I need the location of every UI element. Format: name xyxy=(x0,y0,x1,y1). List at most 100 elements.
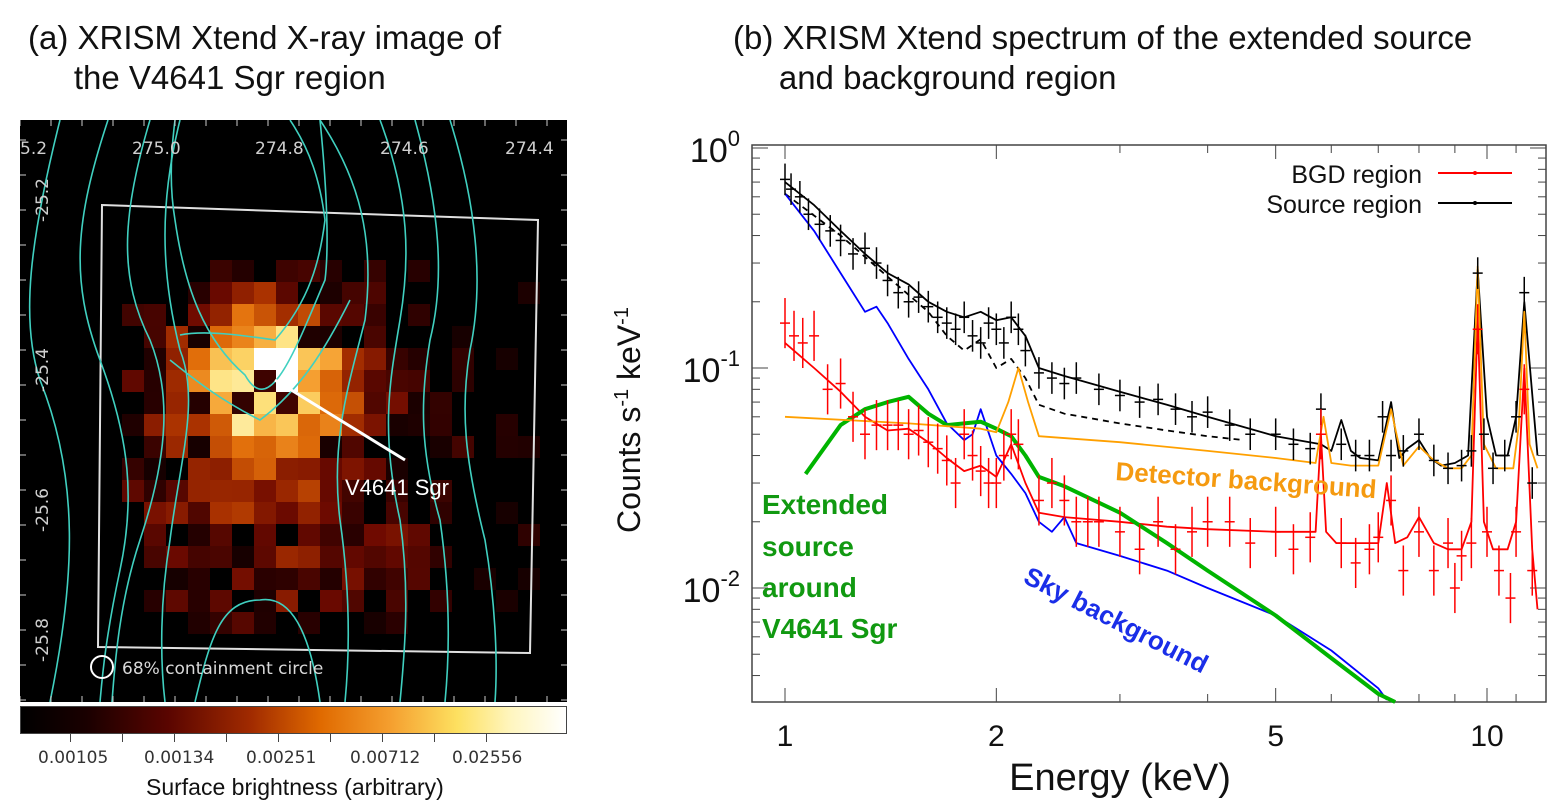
data-points-layer xyxy=(780,163,1538,624)
xray-image-panel: V4641 Sgr 68% containment circle 5.2 275.… xyxy=(20,120,567,702)
image-pixel xyxy=(276,260,298,282)
image-pixel xyxy=(232,568,254,590)
source-data-point xyxy=(1046,362,1057,394)
ra-tick-label: 274.6 xyxy=(380,139,429,159)
image-pixel xyxy=(122,414,144,436)
colorbar-tick xyxy=(278,734,279,742)
source-data-point xyxy=(1114,379,1125,412)
x-axis-label: Energy (keV) xyxy=(1009,757,1231,799)
source-data-point xyxy=(991,313,1002,346)
image-pixel xyxy=(144,546,166,568)
contour-line xyxy=(194,598,321,702)
ra-tick-label: 275.0 xyxy=(132,139,181,159)
image-pixel xyxy=(210,414,232,436)
image-pixel xyxy=(188,436,210,458)
image-pixel xyxy=(364,260,386,282)
image-pixel xyxy=(276,348,298,370)
image-pixel xyxy=(232,436,254,458)
bgd-data-point xyxy=(998,430,1009,481)
image-pixel xyxy=(276,546,298,568)
image-pixel xyxy=(232,304,254,326)
image-pixel xyxy=(342,348,364,370)
bgd-data-point xyxy=(809,310,820,361)
image-pixel xyxy=(298,304,320,326)
image-pixel xyxy=(210,590,232,612)
bgd-data-point xyxy=(1046,457,1057,509)
image-pixel xyxy=(254,568,276,590)
image-pixel xyxy=(276,436,298,458)
image-pixel xyxy=(342,458,364,480)
bgd-data-point xyxy=(975,446,986,497)
image-pixel xyxy=(276,282,298,304)
image-pixel xyxy=(254,458,276,480)
image-pixel xyxy=(144,304,166,326)
source-data-point xyxy=(803,198,814,231)
image-pixel xyxy=(320,392,342,414)
source-data-point xyxy=(786,173,797,205)
image-pixel xyxy=(188,568,210,590)
image-pixel xyxy=(364,568,386,590)
source-data-point xyxy=(1170,393,1181,425)
bgd-data-point xyxy=(797,317,808,368)
image-pixel xyxy=(144,524,166,546)
image-pixel xyxy=(254,414,276,436)
image-pixel xyxy=(276,590,298,612)
image-pixel xyxy=(342,436,364,458)
bgd-data-point xyxy=(903,409,914,460)
image-pixel xyxy=(232,458,254,480)
image-pixel xyxy=(386,590,408,612)
image-pixel xyxy=(342,546,364,568)
ra-tick-label: 274.8 xyxy=(255,139,304,159)
source-data-point xyxy=(1187,400,1198,433)
source-data-point xyxy=(1224,409,1235,441)
plot-frame xyxy=(751,144,1547,703)
image-pixel xyxy=(210,524,232,546)
image-pixel xyxy=(144,590,166,612)
image-pixel xyxy=(452,436,474,458)
colorbar-tick xyxy=(434,734,435,742)
bgd-data-point xyxy=(822,364,833,415)
source-data-point xyxy=(1478,418,1489,451)
bgd-data-point xyxy=(1013,419,1024,470)
source-data-point xyxy=(1386,439,1397,472)
image-pixel xyxy=(386,480,408,502)
source-data-point xyxy=(1093,373,1104,406)
source-data-point xyxy=(893,276,904,309)
bgd-data-point xyxy=(1153,496,1164,547)
source-data-point xyxy=(1305,432,1316,465)
image-pixel xyxy=(408,370,430,392)
image-pixel xyxy=(210,260,232,282)
image-pixel xyxy=(298,546,320,568)
bgd-data-point xyxy=(959,409,970,460)
image-pixel xyxy=(276,370,298,392)
image-pixel xyxy=(342,502,364,524)
source-data-point xyxy=(1270,418,1281,451)
image-pixel xyxy=(122,370,144,392)
image-pixel xyxy=(166,568,188,590)
contour-line xyxy=(319,120,369,702)
contour-line xyxy=(449,120,497,702)
source-data-point xyxy=(825,215,836,247)
panel-a-title: (a) XRISM Xtend X-ray image of the V4641… xyxy=(28,19,502,96)
source-data-point xyxy=(932,301,943,334)
image-pixel xyxy=(210,436,232,458)
image-pixel xyxy=(364,392,386,414)
image-pixel xyxy=(386,524,408,546)
image-pixel xyxy=(232,414,254,436)
image-pixel xyxy=(232,282,254,304)
image-pixel xyxy=(232,502,254,524)
source-data-point xyxy=(848,238,859,270)
image-pixel xyxy=(452,370,474,392)
image-pixel xyxy=(232,370,254,392)
source-data-point xyxy=(959,301,970,334)
image-pixel xyxy=(320,370,342,392)
colorbar-tick-label: 0.00712 xyxy=(350,748,421,768)
image-pixel xyxy=(188,458,210,480)
bgd-data-point xyxy=(1398,545,1409,596)
legend-marker-bgd xyxy=(1473,171,1477,175)
image-pixel xyxy=(364,304,386,326)
image-pixel xyxy=(518,436,540,458)
image-pixel xyxy=(144,326,166,348)
bgd-data-point xyxy=(991,457,1002,509)
x-tick-label: 10 xyxy=(1470,720,1503,753)
